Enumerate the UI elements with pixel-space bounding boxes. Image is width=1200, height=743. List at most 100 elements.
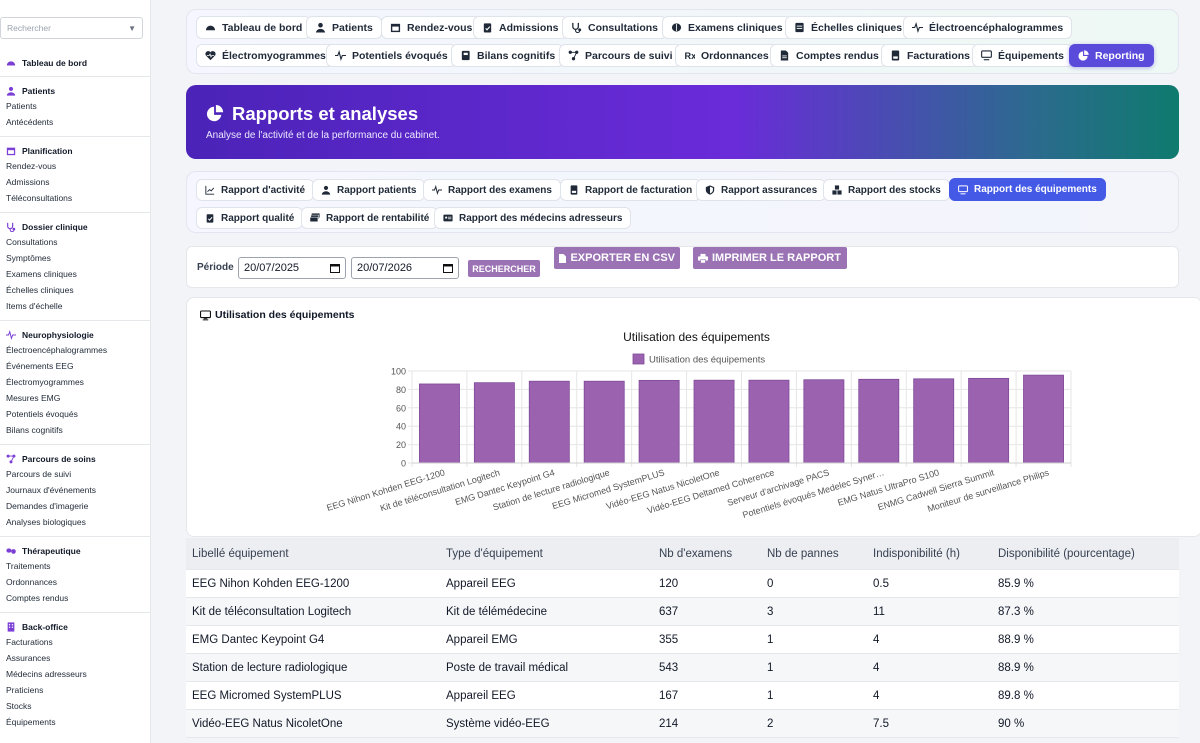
date-from-input[interactable]: 20/07/2025 [238,257,346,279]
sidebar-heading-tableau-de-bord[interactable]: Tableau de bord [6,55,150,70]
sidebar-item-medecins-adresseurs[interactable]: Médecins adresseurs [6,669,87,679]
tab-patients[interactable]: Patients [306,16,382,39]
sidebar-item-demandes-d-imagerie[interactable]: Demandes d'imagerie [6,501,89,511]
column-header-type-d-equipement[interactable]: Type d'équipement [446,547,543,560]
column-header-nb-d-examens[interactable]: Nb d'examens [659,547,733,560]
sidebar-item-stocks[interactable]: Stocks [6,701,32,711]
table-row[interactable]: Vidéo-EEG Natus NicoletOne Système vidéo-… [186,710,1179,738]
sidebar-item-ordonnances[interactable]: Ordonnances [6,577,58,587]
sidebar-item-patients[interactable]: Patients [6,101,37,111]
sidebar-search-select[interactable]: Rechercher ▼ [0,17,143,39]
sidebar-item-bilans-cognitifs[interactable]: Bilans cognitifs [6,425,63,435]
column-header-libelle-equipement[interactable]: Libellé équipement [192,547,289,560]
report-tab-rapport-patients[interactable]: Rapport patients [312,179,426,201]
tab-comptes-rendus[interactable]: Comptes rendus [770,44,888,67]
bar[interactable] [473,382,515,464]
sidebar-item-comptes-rendus[interactable]: Comptes rendus [6,593,69,603]
report-tab-rapport-de-facturation[interactable]: Rapport de facturation [560,179,702,201]
tab-consultations[interactable]: Consultations [562,16,667,39]
search-button[interactable]: RECHERCHER [468,260,540,277]
sidebar-item-consultations[interactable]: Consultations [6,237,58,247]
sidebar-item-traitements[interactable]: Traitements [6,561,51,571]
sidebar-item-mesures-emg[interactable]: Mesures EMG [6,393,61,403]
sidebar-item-journaux-d-evenements[interactable]: Journaux d'événements [6,485,96,495]
bar[interactable] [858,378,900,464]
sidebar-item-echelles-cliniques[interactable]: Échelles cliniques [6,285,74,295]
sidebar-heading-therapeutique[interactable]: Thérapeutique [6,543,150,558]
bar[interactable] [913,378,955,464]
column-header-nb-de-pannes[interactable]: Nb de pannes [767,547,839,560]
tab-echelles-cliniques[interactable]: Échelles cliniques [785,16,912,39]
bar[interactable] [528,380,570,464]
tab-tableau-de-bord[interactable]: Tableau de bord [196,16,312,39]
tab-examens-cliniques[interactable]: Examens cliniques [662,16,792,39]
sidebar-item-examens-cliniques[interactable]: Examens cliniques [6,269,77,279]
sidebar-item-admissions[interactable]: Admissions [6,177,50,187]
sidebar-item-parcours-de-suivi[interactable]: Parcours de suivi [6,469,72,479]
bar[interactable] [1023,374,1064,464]
sidebar-item-potentiels-evoques[interactable]: Potentiels évoqués [6,409,78,419]
sidebar-item-equipements[interactable]: Équipements [6,717,56,727]
column-header-disponibilite-pourcentage[interactable]: Disponibilité (pourcentage) [998,547,1135,560]
tab-reporting[interactable]: Reporting [1069,44,1154,67]
print-report-button[interactable]: IMPRIMER LE RAPPORT [693,247,847,269]
tab-ordonnances[interactable]: Rx Ordonnances [675,44,778,67]
sidebar-item-electromyogrammes[interactable]: Électromyogrammes [6,377,84,387]
sidebar-item-rendez-vous[interactable]: Rendez-vous [6,161,57,171]
date-to-input[interactable]: 20/07/2026 [351,257,459,279]
report-tab-rapport-qualite[interactable]: Rapport qualité [196,207,304,229]
sidebar-item-electroencephalogrammes[interactable]: Électroencéphalogrammes [6,345,108,355]
table-row[interactable]: EMG Dantec Keypoint G4 Appareil EMG 355 1 4 8… [186,626,1179,654]
sidebar-heading-parcours-de-soins[interactable]: Parcours de soins [6,451,150,466]
sidebar-heading-neurophysiologie[interactable]: Neurophysiologie [6,327,150,342]
tab-bilans-cognitifs[interactable]: Bilans cognitifs [451,44,565,67]
sidebar-item-antecedents[interactable]: Antécédents [6,117,54,127]
bar[interactable] [693,379,735,464]
sidebar-heading-patients[interactable]: Patients [6,83,150,98]
sidebar-item-assurances[interactable]: Assurances [6,653,51,663]
tab-facturations[interactable]: Facturations [881,44,980,67]
report-tab-rapport-des-medecins-adresseurs[interactable]: Rapport des médecins adresseurs [434,207,632,229]
table-row[interactable]: Station de lecture radiologique Poste de … [186,654,1179,682]
table-row[interactable]: EEG Micromed SystemPLUS Appareil EEG 167 1 4… [186,682,1179,710]
sidebar-item-analyses-biologiques[interactable]: Analyses biologiques [6,517,86,527]
report-tab-rapport-assurances[interactable]: Rapport assurances [696,179,827,201]
export-csv-button[interactable]: EXPORTER EN CSV [554,247,680,269]
tab-electroencephalogrammes[interactable]: Électroencéphalogrammes [903,16,1073,39]
tab-potentiels-evoques[interactable]: Potentiels évoqués [326,44,457,67]
report-tab-rapport-des-equipements[interactable]: Rapport des équipements [949,178,1106,201]
table-cell: 89.8 % [998,689,1034,702]
tab-parcours-de-suivi[interactable]: Parcours de suivi [559,44,682,67]
sidebar-heading-planification[interactable]: Planification [6,143,150,158]
report-tab-rapport-des-examens[interactable]: Rapport des examens [423,179,561,201]
bar[interactable] [583,380,625,464]
report-tab-rapport-d-activite[interactable]: Rapport d'activité [196,179,315,201]
bar[interactable] [419,383,460,464]
table-row[interactable]: EEG Nihon Kohden EEG-1200 Appareil EEG 120… [186,570,1179,598]
sidebar-heading-dossier-clinique[interactable]: Dossier clinique [6,219,150,234]
bar[interactable] [803,379,845,464]
tab-electromyogrammes[interactable]: Électromyogrammes [196,44,335,67]
sidebar-item-evenements-eeg[interactable]: Événements EEG [6,361,74,371]
sidebar-item-praticiens[interactable]: Praticiens [6,685,44,695]
column-header-indisponibilite-h[interactable]: Indisponibilité (h) [873,547,960,560]
table-cell: 3 [767,605,774,618]
bar[interactable] [748,379,790,464]
report-tab-rapport-des-stocks[interactable]: Rapport des stocks [823,179,950,201]
report-tab-rapport-de-rentabilite[interactable]: Rapport de rentabilité [301,207,439,229]
svg-text:Rx: Rx [684,51,695,61]
bar[interactable] [638,379,680,464]
sidebar-heading-label: Dossier clinique [22,221,88,232]
tab-admissions[interactable]: Admissions [473,16,568,39]
sidebar-heading-back-office[interactable]: Back-office [6,619,150,634]
table-cell: 85.9 % [998,577,1034,590]
sidebar-item-facturations[interactable]: Facturations [6,637,53,647]
sidebar-item-symptomes[interactable]: Symptômes [6,253,51,263]
tab-rendez-vous[interactable]: Rendez-vous [381,16,482,39]
sidebar-item-teleconsultations[interactable]: Téléconsultations [6,193,73,203]
table-row[interactable]: Kit de téléconsultation Logitech Kit de t… [186,598,1179,626]
bar[interactable] [968,377,1010,464]
tab-label: Examens cliniques [688,21,783,34]
sidebar-item-items-d-echelle[interactable]: Items d'échelle [6,301,63,311]
tab-equipements[interactable]: Équipements [972,44,1073,67]
